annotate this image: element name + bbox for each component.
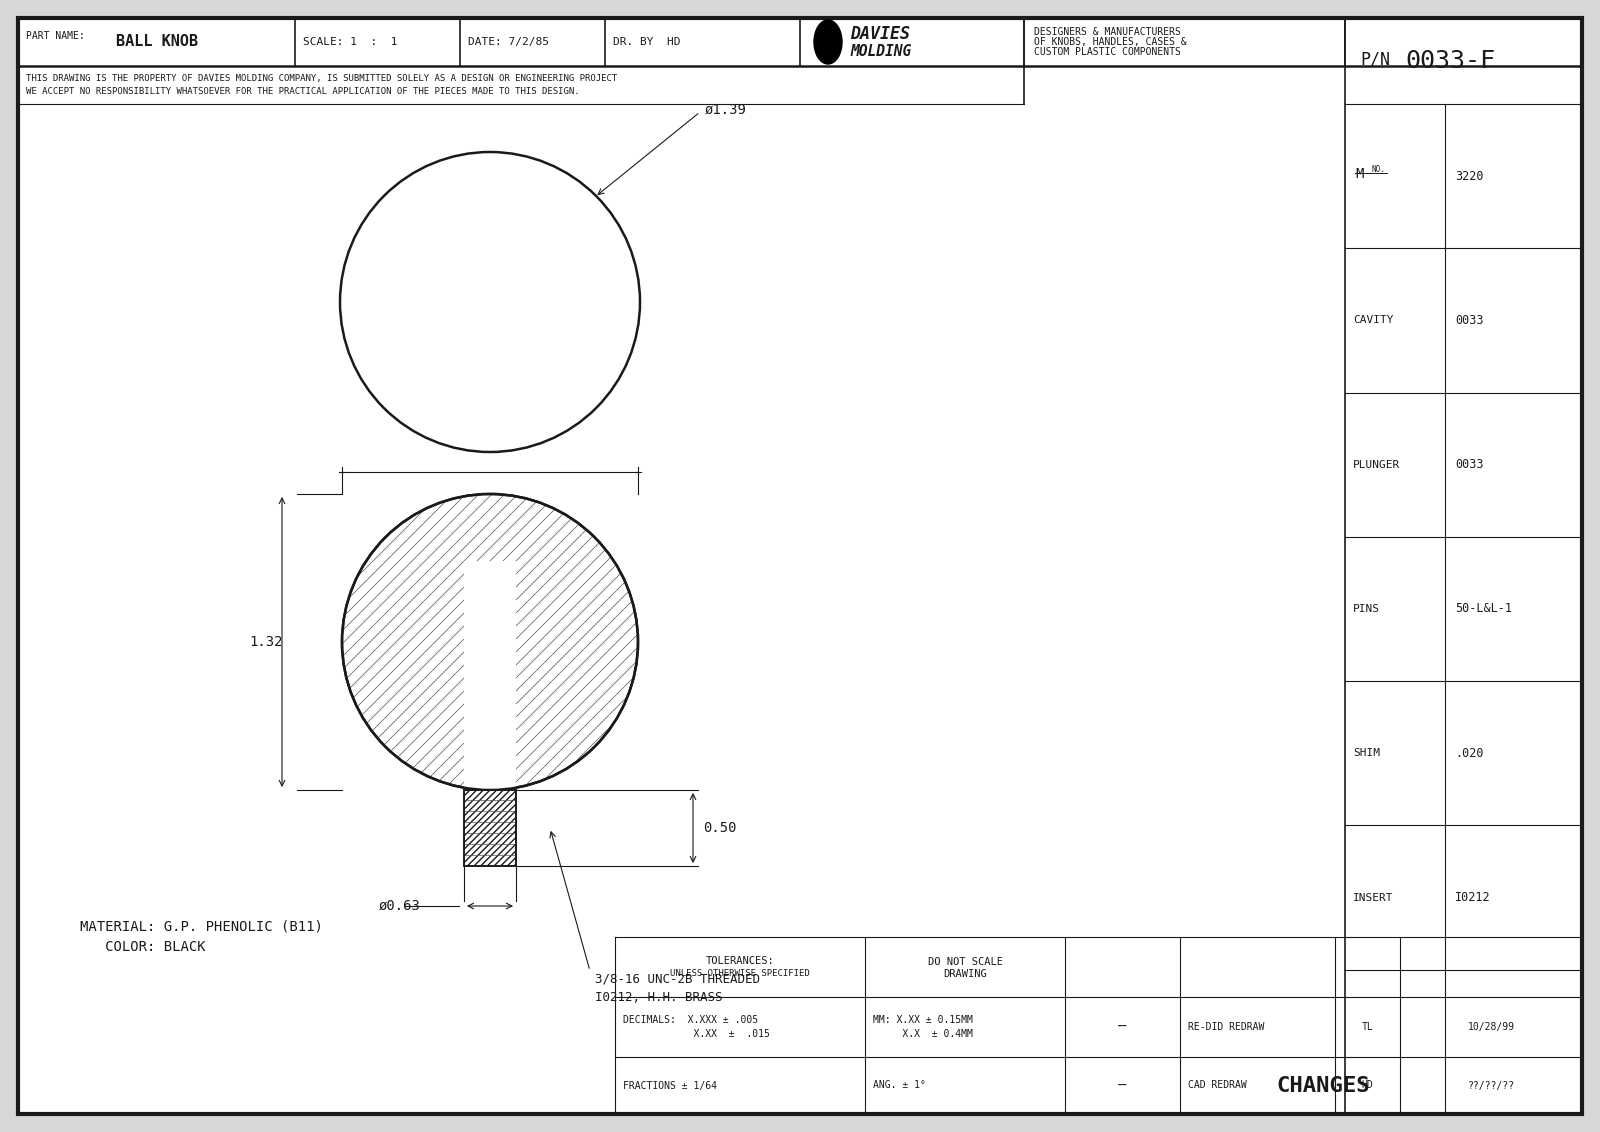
Text: ø0.63: ø0.63 — [379, 899, 421, 914]
Bar — [464, 790, 515, 866]
Text: X.X  ± 0.4MM: X.X ± 0.4MM — [874, 1029, 973, 1039]
Text: HD: HD — [1362, 1081, 1373, 1090]
Text: 3220: 3220 — [1454, 170, 1483, 182]
Circle shape — [342, 494, 638, 790]
Text: RE-DID REDRAW: RE-DID REDRAW — [1187, 1022, 1264, 1032]
Text: TL: TL — [1362, 1022, 1373, 1032]
Text: THIS DRAWING IS THE PROPERTY OF DAVIES MOLDING COMPANY, IS SUBMITTED SOLELY AS A: THIS DRAWING IS THE PROPERTY OF DAVIES M… — [26, 75, 618, 84]
Text: .020: .020 — [1454, 747, 1483, 760]
Text: DO NOT SCALE: DO NOT SCALE — [928, 957, 1003, 967]
Text: DR. BY  HD: DR. BY HD — [613, 37, 680, 48]
Text: PLUNGER: PLUNGER — [1354, 460, 1400, 470]
Bar — [464, 790, 515, 866]
Text: MATERIAL: G.P. PHENOLIC (B11): MATERIAL: G.P. PHENOLIC (B11) — [80, 920, 323, 934]
Text: SHIM: SHIM — [1354, 748, 1379, 758]
Text: INSERT: INSERT — [1354, 892, 1394, 902]
Text: COLOR: BLACK: COLOR: BLACK — [80, 940, 206, 954]
Text: OF KNOBS, HANDLES, CASES &: OF KNOBS, HANDLES, CASES & — [1034, 37, 1187, 48]
Text: DECIMALS:  X.XXX ± .005: DECIMALS: X.XXX ± .005 — [622, 1015, 758, 1024]
Text: 3/8-16 UNC-2B THREADED: 3/8-16 UNC-2B THREADED — [595, 974, 760, 986]
Text: I0212: I0212 — [1454, 891, 1491, 904]
Text: 1.32: 1.32 — [250, 635, 283, 649]
Bar — [464, 561, 515, 790]
Text: CAD REDRAW: CAD REDRAW — [1187, 1081, 1246, 1090]
Text: CAVITY: CAVITY — [1354, 316, 1394, 325]
Text: 0033: 0033 — [1454, 458, 1483, 471]
Text: –: – — [1118, 1020, 1126, 1034]
Text: 0.50: 0.50 — [702, 821, 736, 835]
Text: M: M — [1355, 168, 1363, 181]
Text: 0033-F: 0033-F — [1405, 49, 1494, 72]
Text: UNLESS OTHERWISE SPECIFIED: UNLESS OTHERWISE SPECIFIED — [670, 969, 810, 978]
Text: SCALE: 1  :  1: SCALE: 1 : 1 — [302, 37, 397, 48]
Text: DESIGNERS & MANUFACTURERS: DESIGNERS & MANUFACTURERS — [1034, 27, 1181, 37]
Text: 10/28/99: 10/28/99 — [1467, 1022, 1515, 1032]
Text: PINS: PINS — [1354, 604, 1379, 614]
Text: PART NAME:: PART NAME: — [26, 31, 85, 41]
Text: BALL KNOB: BALL KNOB — [115, 34, 198, 50]
Text: FRACTIONS ± 1/64: FRACTIONS ± 1/64 — [622, 1081, 717, 1090]
Text: CHANGES: CHANGES — [1277, 1075, 1370, 1096]
Circle shape — [339, 152, 640, 452]
Text: 0033: 0033 — [1454, 314, 1483, 327]
Text: DAVIES: DAVIES — [850, 25, 910, 43]
Ellipse shape — [814, 20, 842, 65]
Text: ø1.39: ø1.39 — [706, 103, 747, 117]
Text: –: – — [1118, 1079, 1126, 1092]
Text: DRAWING: DRAWING — [942, 969, 987, 979]
Text: P/N: P/N — [1360, 50, 1390, 68]
Text: MOLDING: MOLDING — [850, 44, 912, 60]
Text: CUSTOM PLASTIC COMPONENTS: CUSTOM PLASTIC COMPONENTS — [1034, 48, 1181, 57]
Text: MM: X.XX ± 0.15MM: MM: X.XX ± 0.15MM — [874, 1015, 973, 1024]
Text: WE ACCEPT NO RESPONSIBILITY WHATSOEVER FOR THE PRACTICAL APPLICATION OF THE PIEC: WE ACCEPT NO RESPONSIBILITY WHATSOEVER F… — [26, 86, 579, 95]
Text: I0212, H.H. BRASS: I0212, H.H. BRASS — [595, 990, 723, 1004]
Text: TOLERANCES:: TOLERANCES: — [706, 957, 774, 966]
Text: NO.: NO. — [1371, 164, 1386, 173]
Text: 50-L&L-1: 50-L&L-1 — [1454, 602, 1512, 616]
Text: DATE: 7/2/85: DATE: 7/2/85 — [467, 37, 549, 48]
Text: ??/??/??: ??/??/?? — [1467, 1081, 1515, 1090]
Text: ANG. ± 1°: ANG. ± 1° — [874, 1081, 926, 1090]
Text: X.XX  ±  .015: X.XX ± .015 — [622, 1029, 770, 1039]
